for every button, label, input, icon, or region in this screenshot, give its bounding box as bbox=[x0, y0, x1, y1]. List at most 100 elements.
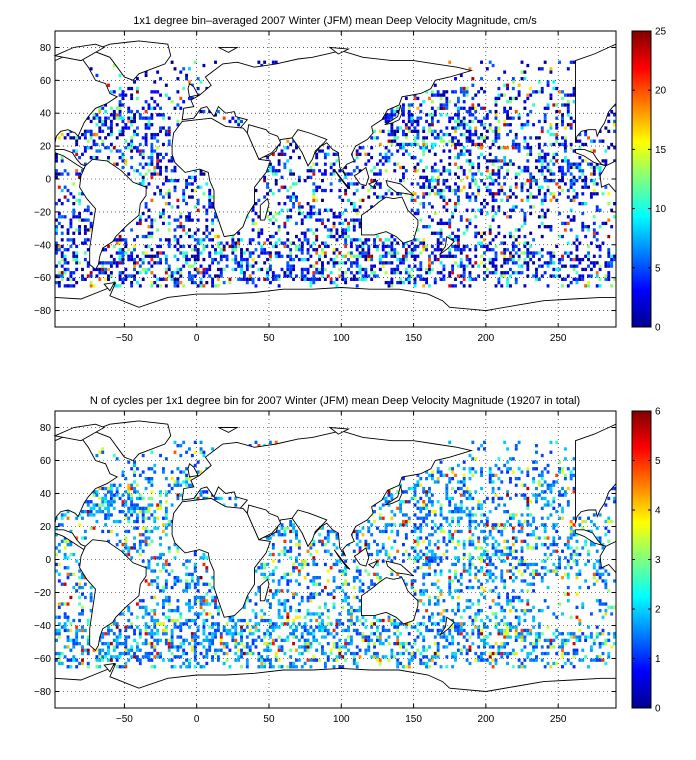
data-cell bbox=[81, 645, 84, 649]
data-cell bbox=[211, 576, 215, 580]
data-cell bbox=[471, 103, 475, 107]
data-cell bbox=[468, 106, 472, 110]
data-cell bbox=[205, 599, 209, 603]
data-cell bbox=[242, 277, 246, 281]
data-cell bbox=[341, 645, 345, 649]
data-cell bbox=[436, 93, 440, 97]
data-cell bbox=[199, 599, 203, 603]
data-cell bbox=[289, 556, 293, 560]
data-cell bbox=[474, 225, 478, 229]
data-cell bbox=[338, 618, 342, 623]
data-cell bbox=[575, 139, 579, 143]
data-cell bbox=[416, 267, 420, 272]
data-cell bbox=[55, 546, 58, 550]
data-cell bbox=[286, 188, 290, 193]
data-cell bbox=[312, 658, 316, 662]
data-cell bbox=[318, 622, 322, 626]
data-cell bbox=[329, 165, 333, 170]
data-cell bbox=[407, 277, 411, 281]
data-cell bbox=[358, 146, 362, 150]
data-cell bbox=[109, 496, 113, 501]
data-cell bbox=[283, 241, 287, 245]
data-cell bbox=[124, 267, 128, 272]
data-cell bbox=[497, 231, 501, 235]
data-cell bbox=[332, 169, 336, 173]
data-cell bbox=[462, 146, 466, 150]
data-cell bbox=[63, 602, 67, 606]
data-cell bbox=[127, 519, 131, 524]
data-cell bbox=[404, 519, 408, 524]
data-cell bbox=[263, 195, 267, 199]
data-cell bbox=[430, 119, 434, 124]
data-cell bbox=[523, 211, 527, 216]
data-cell bbox=[416, 182, 420, 186]
data-cell bbox=[115, 241, 119, 245]
velocity-panel: 1x1 degree bin–averaged 2007 Winter (JFM… bbox=[34, 15, 667, 344]
data-cell bbox=[491, 198, 495, 203]
data-cell bbox=[344, 277, 348, 281]
data-cell bbox=[399, 257, 403, 262]
data-cell bbox=[329, 172, 333, 176]
data-cell bbox=[355, 569, 359, 573]
data-cell bbox=[480, 202, 483, 206]
data-cell bbox=[390, 284, 394, 288]
data-cell bbox=[185, 179, 189, 183]
data-cell bbox=[601, 241, 605, 245]
data-cell bbox=[482, 231, 486, 235]
data-cell bbox=[480, 241, 483, 245]
data-cell bbox=[474, 277, 478, 281]
data-cell bbox=[592, 182, 596, 186]
data-cell bbox=[78, 136, 82, 140]
data-cell bbox=[561, 136, 564, 140]
data-cell bbox=[89, 280, 93, 285]
data-cell bbox=[610, 208, 614, 212]
data-cell bbox=[506, 215, 509, 219]
data-cell bbox=[150, 642, 154, 646]
data-cell bbox=[196, 185, 200, 189]
data-cell bbox=[318, 254, 322, 258]
data-cell bbox=[436, 248, 440, 252]
data-cell bbox=[170, 651, 174, 656]
data-cell bbox=[161, 628, 165, 633]
data-cell bbox=[413, 93, 417, 97]
data-cell bbox=[422, 182, 426, 186]
data-cell bbox=[173, 188, 177, 193]
data-cell bbox=[309, 632, 313, 636]
data-cell bbox=[115, 106, 119, 110]
coastlines bbox=[53, 40, 617, 328]
data-cell bbox=[219, 635, 223, 639]
data-cell bbox=[598, 139, 602, 143]
data-cell bbox=[561, 142, 564, 147]
data-cell bbox=[511, 146, 515, 150]
data-cell bbox=[121, 159, 125, 163]
data-cell bbox=[404, 267, 408, 272]
data-cell bbox=[497, 182, 501, 186]
data-cell bbox=[86, 635, 90, 639]
data-cell bbox=[555, 136, 559, 140]
data-cell bbox=[179, 645, 183, 649]
data-cell bbox=[326, 592, 330, 596]
data-cell bbox=[491, 248, 495, 252]
data-cell bbox=[237, 238, 241, 242]
data-cell bbox=[147, 510, 151, 514]
data-cell bbox=[393, 248, 397, 252]
data-cell bbox=[133, 277, 136, 281]
data-cell bbox=[584, 132, 588, 137]
data-cell bbox=[147, 658, 151, 662]
data-cell bbox=[433, 277, 437, 281]
data-cell bbox=[367, 635, 371, 639]
data-cell bbox=[485, 267, 489, 272]
data-cell bbox=[211, 655, 215, 659]
data-cell bbox=[344, 228, 348, 232]
data-cell bbox=[347, 225, 350, 229]
data-cell bbox=[511, 248, 515, 252]
data-cell bbox=[517, 228, 521, 232]
data-cell bbox=[98, 510, 102, 514]
data-cell bbox=[193, 562, 197, 567]
data-cell bbox=[57, 136, 61, 140]
data-cell bbox=[416, 536, 420, 540]
data-cell bbox=[133, 264, 136, 268]
data-cell bbox=[404, 549, 408, 553]
data-cell bbox=[208, 267, 212, 272]
data-cell bbox=[358, 569, 362, 573]
